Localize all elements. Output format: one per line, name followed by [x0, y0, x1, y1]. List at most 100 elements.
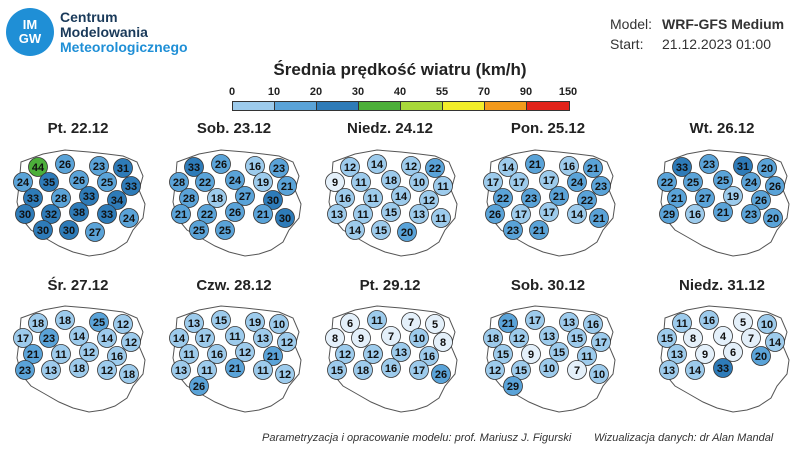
station-value: 23	[507, 225, 519, 237]
station-dot	[367, 310, 387, 330]
station-marker: 6	[723, 342, 743, 362]
station-dot	[567, 204, 587, 224]
station-value: 4	[720, 331, 727, 343]
station-dot	[28, 313, 48, 333]
station-value: 18	[357, 365, 369, 377]
imgw-logo: IM GW Centrum Modelowania Meteorologiczn…	[6, 8, 206, 68]
station-dot	[699, 154, 719, 174]
legend-ticks: 0 10 20 30 40 55 70 90 150	[0, 86, 800, 100]
logo-line-1: Centrum	[60, 9, 118, 25]
station-value: 30	[267, 195, 279, 207]
station-value: 7	[748, 333, 754, 345]
station-marker: 8	[683, 328, 703, 348]
station-value: 13	[45, 365, 57, 377]
station-marker: 18	[69, 358, 89, 378]
station-marker: 21	[529, 220, 549, 240]
station-value: 7	[408, 317, 414, 329]
station-dot	[97, 172, 117, 192]
station-dot	[713, 202, 733, 222]
station-value: 11	[257, 365, 269, 377]
station-marker: 10	[539, 358, 559, 378]
station-value: 15	[515, 365, 527, 377]
station-marker: 21	[713, 202, 733, 222]
station-dot	[207, 188, 227, 208]
station-value: 8	[332, 333, 338, 345]
station-dot	[207, 344, 227, 364]
station-dot	[55, 310, 75, 330]
station-marker: 26	[225, 202, 245, 222]
station-dot	[667, 344, 687, 364]
station-value: 12	[513, 333, 525, 345]
station-marker: 30	[275, 208, 295, 228]
station-value: 11	[357, 209, 369, 221]
station-dot	[253, 328, 273, 348]
station-marker: 18	[55, 310, 75, 330]
station-dot	[503, 220, 523, 240]
station-marker: 7	[741, 328, 761, 348]
station-marker: 30	[263, 190, 283, 210]
station-marker: 11	[253, 360, 273, 380]
station-value: 16	[339, 193, 351, 205]
station-marker: 21	[583, 158, 603, 178]
station-dot	[367, 154, 387, 174]
station-value: 17	[199, 333, 211, 345]
station-marker: 14	[685, 360, 705, 380]
station-marker: 11	[197, 360, 217, 380]
model-value: WRF-GFS Medium	[662, 16, 785, 32]
station-dot	[589, 208, 609, 228]
station-marker: 24	[13, 172, 33, 192]
station-value: 17	[17, 333, 29, 345]
map-title: Sob. 30.12	[510, 277, 586, 294]
station-value: 18	[32, 318, 44, 330]
station-marker: 21	[277, 176, 297, 196]
station-marker: 21	[589, 208, 609, 228]
station-dot	[425, 314, 445, 334]
station-value: 10	[761, 319, 773, 331]
station-dot	[345, 220, 365, 240]
station-value: 15	[553, 347, 565, 359]
station-value: 17	[413, 365, 425, 377]
station-dot	[525, 310, 545, 330]
station-marker: 15	[657, 328, 677, 348]
station-marker: 10	[409, 172, 429, 192]
station-marker: 9	[325, 172, 345, 192]
station-dot	[13, 328, 33, 348]
station-dot	[23, 188, 43, 208]
station-marker: 20	[397, 222, 417, 242]
station-value: 13	[395, 347, 407, 359]
station-dot	[107, 190, 127, 210]
station-value: 21	[281, 181, 293, 193]
station-dot	[225, 202, 245, 222]
station-marker: 26	[55, 154, 75, 174]
station-dot	[549, 342, 569, 362]
page-title: Średnia prędkość wiatru (km/h)	[273, 60, 527, 79]
legend-tick: 40	[393, 86, 407, 98]
station-value: 14	[395, 191, 408, 203]
station-dot	[683, 328, 703, 348]
station-dot	[277, 176, 297, 196]
station-marker: 10	[409, 328, 429, 348]
station-marker: 23	[39, 328, 59, 348]
station-dot	[431, 208, 451, 228]
station-value: 31	[737, 161, 749, 173]
station-dot	[327, 360, 347, 380]
station-marker: 15	[371, 220, 391, 240]
station-marker: 15	[567, 328, 587, 348]
station-dot	[521, 344, 541, 364]
station-value: 25	[101, 177, 113, 189]
station-dot	[340, 313, 360, 333]
station-dot	[41, 204, 61, 224]
station-marker: 22	[197, 204, 217, 224]
station-marker: 25	[89, 312, 109, 332]
station-value: 21	[533, 225, 545, 237]
station-value: 12	[279, 369, 291, 381]
station-marker: 7	[381, 326, 401, 346]
station-marker: 14	[97, 328, 117, 348]
station-marker: 13	[667, 344, 687, 364]
station-marker: 33	[79, 186, 99, 206]
station-marker: 11	[577, 346, 597, 366]
station-marker: 35	[39, 172, 59, 192]
station-marker: 5	[733, 312, 753, 332]
